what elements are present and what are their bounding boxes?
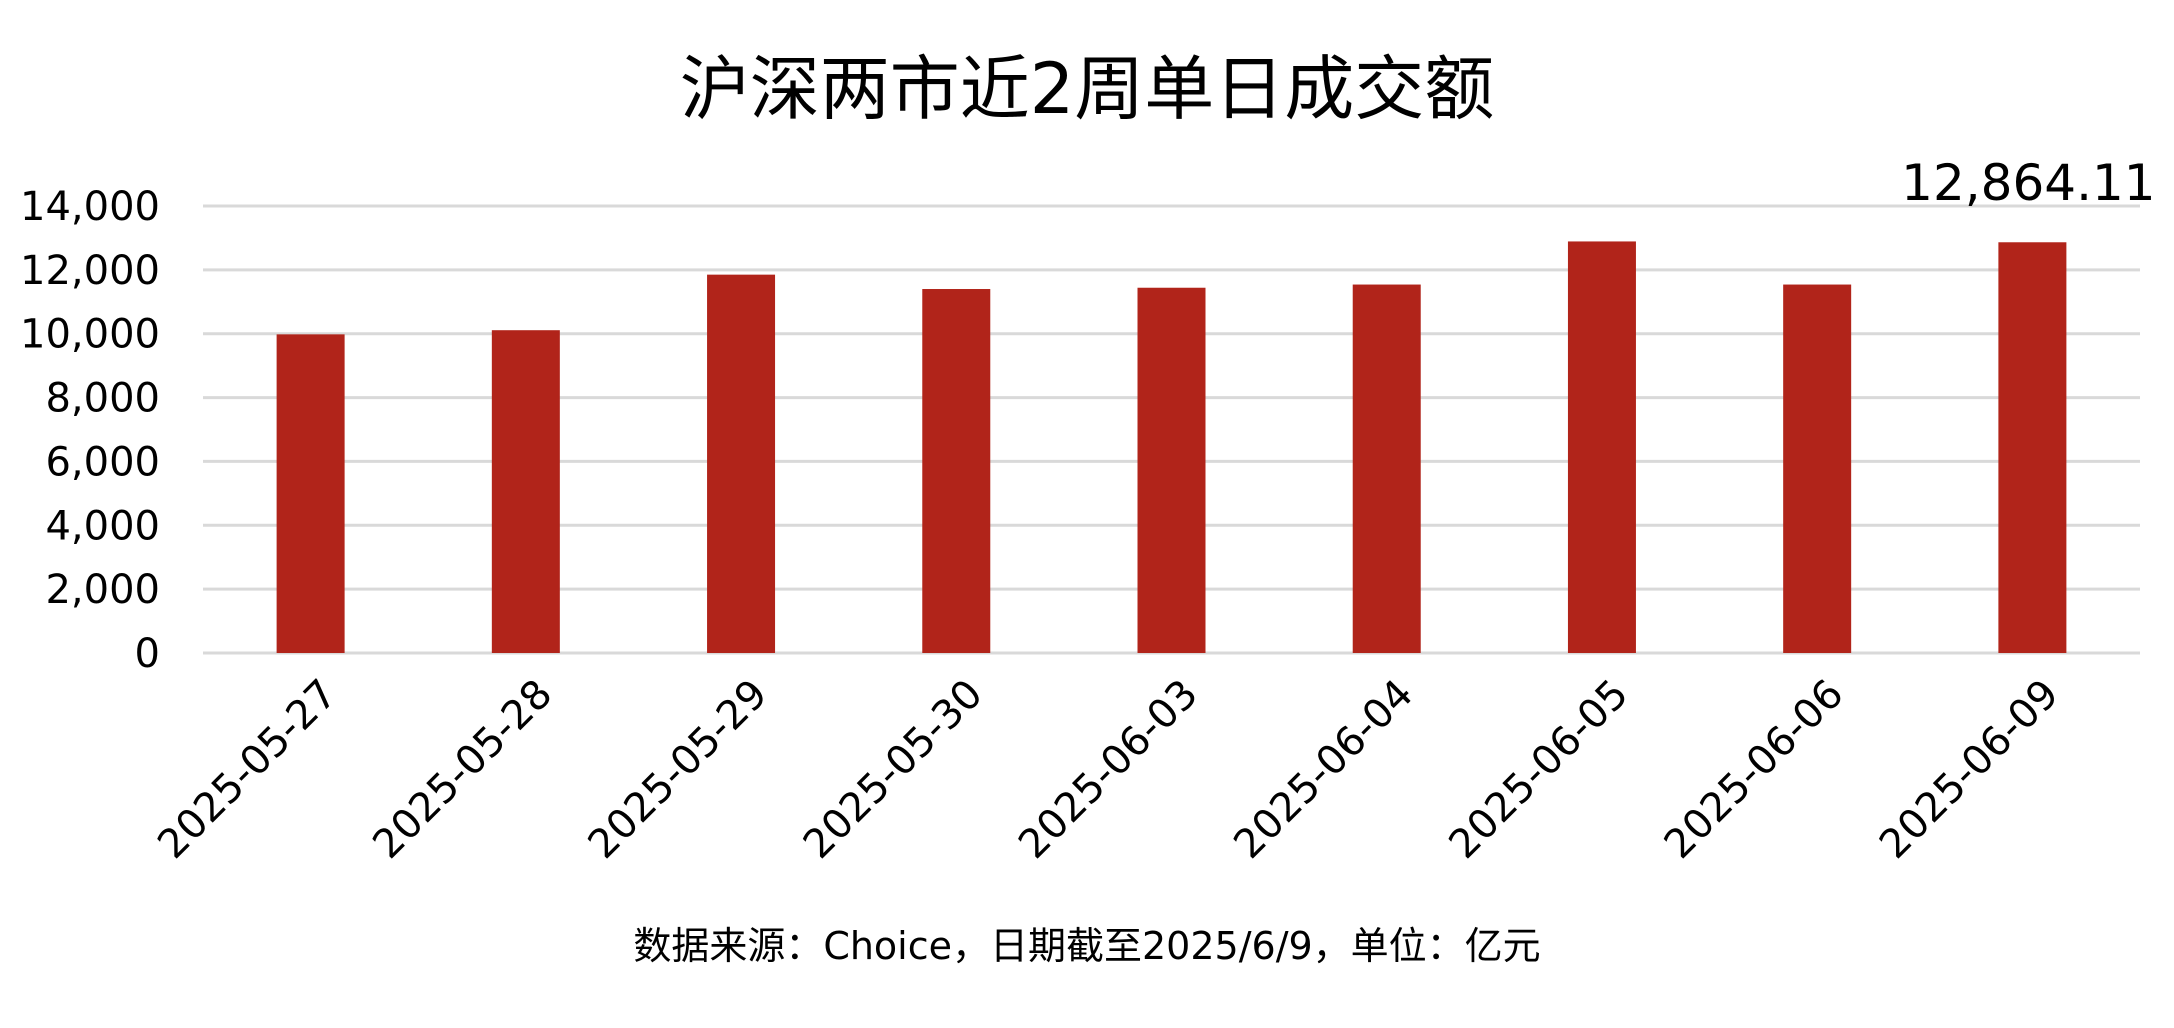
y-tick-label: 14,000: [20, 184, 160, 230]
y-tick-label: 4,000: [45, 503, 160, 549]
x-tick-label: 2025-06-04: [1225, 671, 1422, 868]
bar: [1352, 284, 1421, 653]
x-tick-label: 2025-05-27: [149, 671, 346, 868]
y-tick-label: 2,000: [45, 567, 160, 613]
x-tick-label: 2025-06-03: [1010, 671, 1207, 868]
x-axis-ticks: 2025-05-27 2025-05-28 2025-05-29 2025-05-30…: [149, 671, 2068, 868]
x-tick-label: 2025-06-05: [1440, 671, 1637, 868]
chart-title: 沪深两市近2周单日成交额: [679, 48, 1495, 130]
bar: [1783, 284, 1852, 653]
bar: [1998, 242, 2067, 654]
x-tick-label: 2025-06-06: [1656, 671, 1853, 868]
x-tick-label: 2025-05-28: [364, 671, 561, 868]
chart-footnote: 数据来源：Choice，日期截至2025/6/9，单位：亿元: [633, 924, 1541, 968]
y-tick-label: 6,000: [45, 439, 160, 485]
y-tick-label: 10,000: [20, 312, 160, 358]
data-label: 12,864.11: [1901, 154, 2155, 212]
x-tick-label: 2025-05-29: [580, 671, 777, 868]
bar: [707, 274, 776, 653]
y-axis-ticks: 0 2,000 4,000 6,000 8,000 10,000 12,000 14,000: [20, 184, 160, 677]
bar: [922, 289, 991, 653]
bars: [276, 241, 2067, 654]
bar: [1567, 241, 1636, 653]
x-tick-label: 2025-06-09: [1871, 671, 2068, 868]
y-tick-label: 12,000: [20, 248, 160, 294]
y-tick-label: 0: [135, 631, 160, 677]
bar: [1137, 287, 1206, 653]
bar: [276, 334, 345, 653]
bar: [491, 330, 560, 653]
data-labels: 12,864.11: [1901, 154, 2155, 212]
y-tick-label: 8,000: [45, 376, 160, 422]
x-tick-label: 2025-05-30: [795, 671, 992, 868]
